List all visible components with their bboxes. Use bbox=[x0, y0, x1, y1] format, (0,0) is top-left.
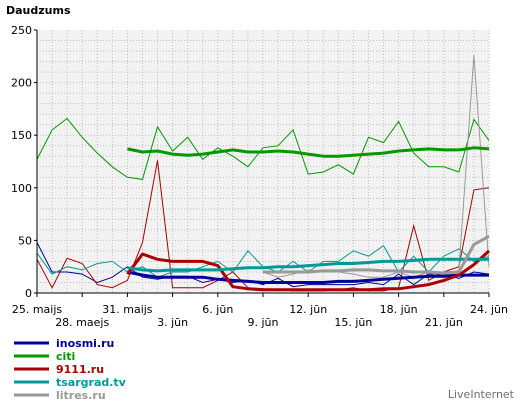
series-average-inosmi-ru bbox=[127, 270, 489, 284]
series-lines bbox=[36, 55, 491, 292]
y-tick-label: 0 bbox=[25, 287, 32, 300]
y-tick-labels: 0 50 100 150 200 250 bbox=[11, 24, 37, 300]
x-tick-label: 9. jūn bbox=[248, 316, 279, 329]
y-tick-label: 250 bbox=[11, 24, 32, 37]
x-tick-label: 6. jūn bbox=[202, 303, 233, 316]
brand-label: LiveInternet bbox=[448, 388, 515, 401]
x-tick-label: 12. jūn bbox=[289, 303, 327, 316]
x-tick-label: 28. maejs bbox=[55, 316, 109, 329]
legend-label: litres.ru bbox=[56, 389, 106, 402]
x-tick-label: 31. maijs bbox=[102, 303, 153, 316]
series-daily-inosmi-ru bbox=[36, 242, 490, 288]
x-tick-label: 15. jūn bbox=[334, 316, 372, 329]
x-tick-label: 25. maijs bbox=[12, 303, 63, 316]
x-tick-label: 3. jūn bbox=[157, 316, 188, 329]
legend-label: inosmi.ru bbox=[56, 337, 114, 350]
x-tick-label: 24. jūn bbox=[470, 303, 508, 316]
series-average-tsargrad-tv bbox=[127, 257, 489, 273]
series-daily-citi bbox=[36, 117, 490, 180]
chart-title: Daudzums bbox=[6, 4, 71, 17]
x-tick-label: 21. jūn bbox=[425, 316, 463, 329]
y-tick-label: 100 bbox=[11, 182, 32, 195]
series-average-9111-ru bbox=[126, 249, 491, 292]
legend-label: 9111.ru bbox=[56, 363, 104, 376]
series-average-litres-ru bbox=[263, 234, 490, 275]
legend-label: tsargrad.tv bbox=[56, 376, 127, 389]
legend-label: citi bbox=[56, 350, 75, 363]
y-tick-label: 50 bbox=[18, 234, 32, 247]
x-tick-label: 18. jūn bbox=[380, 303, 418, 316]
y-tick-label: 200 bbox=[11, 77, 32, 90]
series-average-citi bbox=[127, 146, 490, 158]
y-tick-label: 150 bbox=[11, 129, 32, 142]
